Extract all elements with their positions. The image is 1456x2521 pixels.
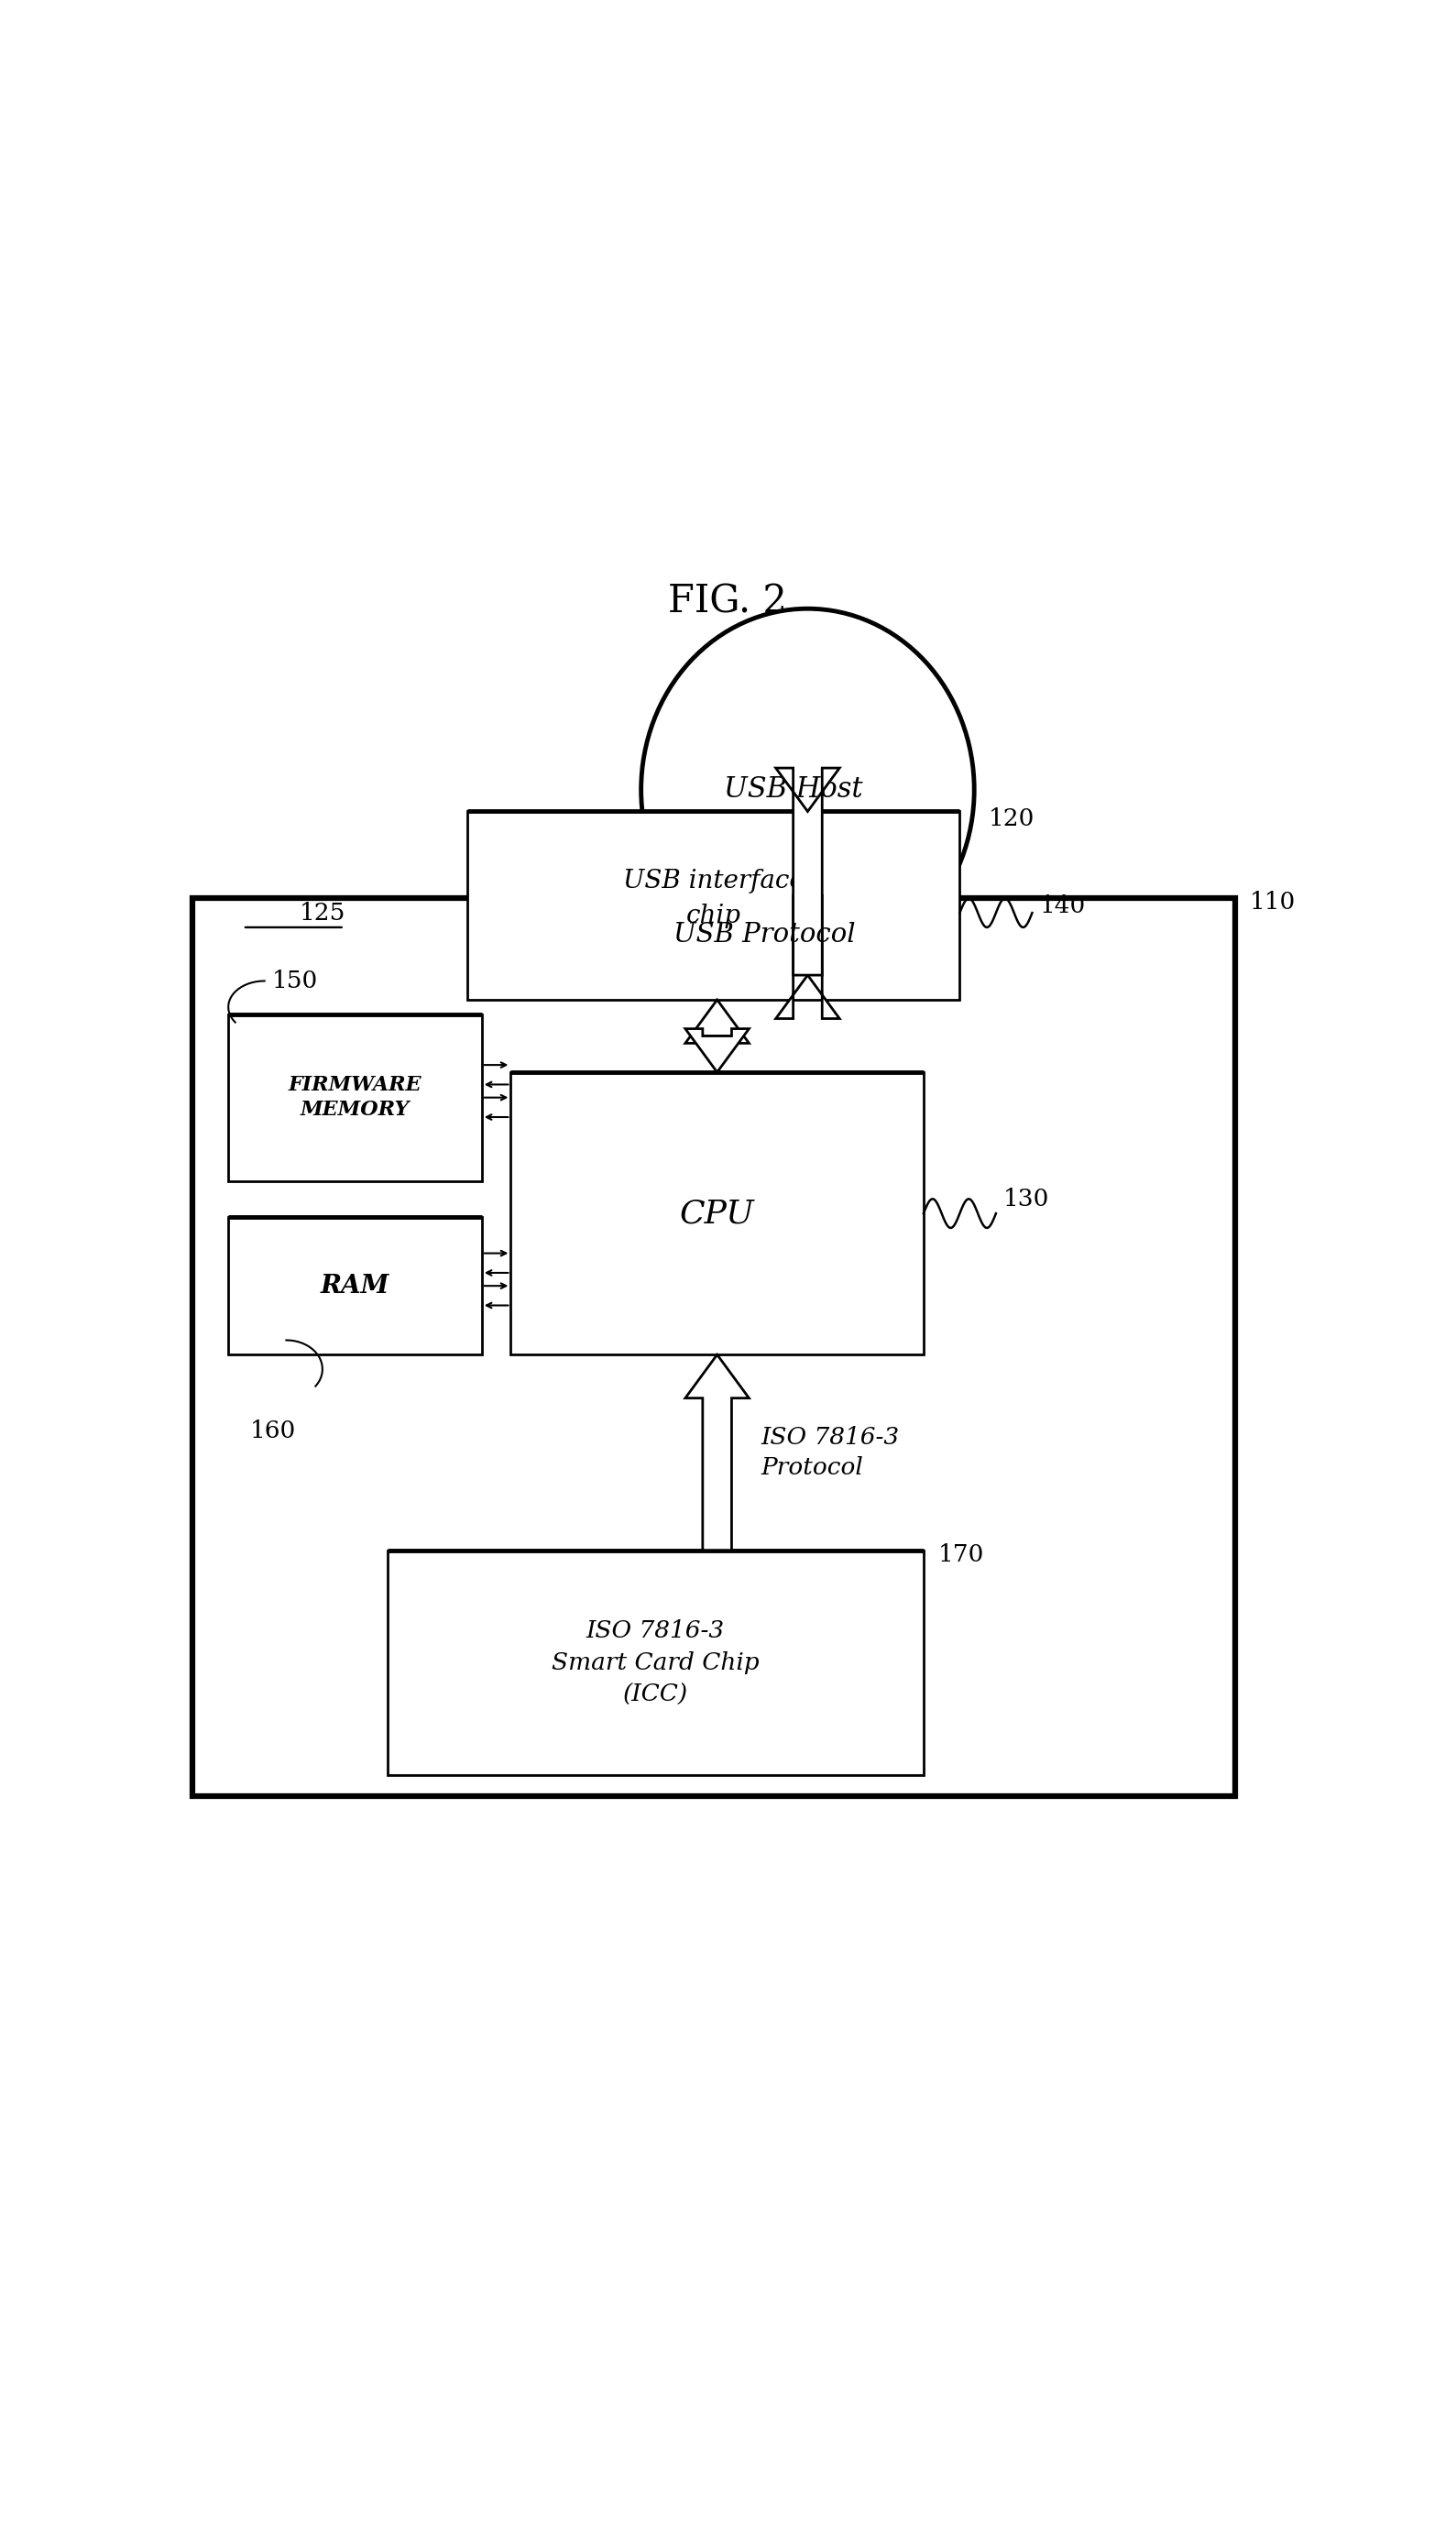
Polygon shape <box>686 1029 748 1071</box>
Text: USB Host: USB Host <box>724 776 862 804</box>
Bar <box>467 812 960 1001</box>
Bar <box>192 897 1235 1797</box>
Text: 120: 120 <box>989 807 1035 829</box>
Text: 110: 110 <box>1249 890 1296 915</box>
Text: USB interface
chip: USB interface chip <box>623 870 804 928</box>
Polygon shape <box>686 1001 748 1044</box>
Polygon shape <box>686 1354 748 1550</box>
Polygon shape <box>776 769 840 976</box>
Text: 125: 125 <box>300 903 345 925</box>
Text: 160: 160 <box>250 1419 296 1442</box>
Text: ISO 7816-3
Protocol: ISO 7816-3 Protocol <box>760 1427 898 1480</box>
Text: 130: 130 <box>1003 1187 1050 1210</box>
Text: 150: 150 <box>272 971 317 993</box>
Bar <box>387 1550 923 1775</box>
Text: USB Protocol: USB Protocol <box>673 923 855 948</box>
Text: 140: 140 <box>1040 895 1085 918</box>
Text: CPU: CPU <box>680 1197 754 1230</box>
Bar <box>511 1071 923 1354</box>
Bar <box>229 1218 482 1354</box>
Ellipse shape <box>641 608 974 971</box>
Text: ISO 7816-3
Smart Card Chip
(ICC): ISO 7816-3 Smart Card Chip (ICC) <box>552 1618 760 1707</box>
Text: FIG. 2: FIG. 2 <box>668 582 788 620</box>
Text: RAM: RAM <box>320 1273 390 1298</box>
Bar <box>229 1013 482 1180</box>
Text: 170: 170 <box>938 1543 984 1566</box>
Text: FIRMWARE
MEMORY: FIRMWARE MEMORY <box>288 1074 422 1119</box>
Polygon shape <box>776 895 840 1018</box>
